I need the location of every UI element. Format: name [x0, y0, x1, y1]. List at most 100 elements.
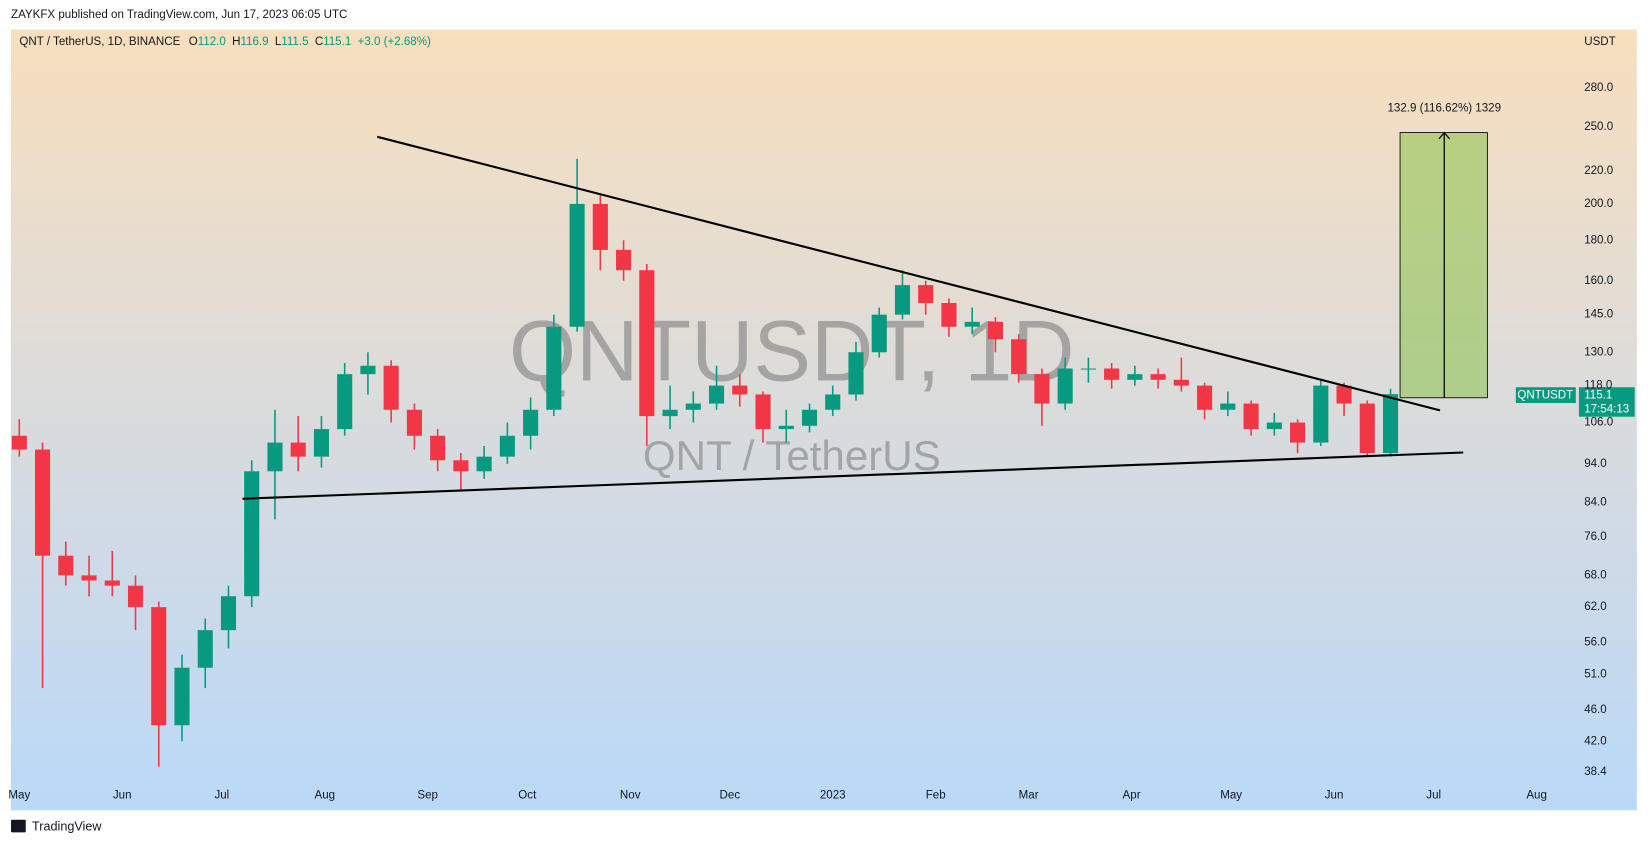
candle-body: [964, 321, 980, 327]
candle-body: [639, 270, 655, 417]
y-tick-label: 68.0: [1584, 569, 1607, 581]
trend-line: [242, 451, 1464, 500]
candle-body: [1266, 422, 1282, 430]
candle-body: [35, 449, 51, 556]
candle-body: [290, 442, 306, 457]
symbol-tag-text: QNTUSDT: [1517, 390, 1573, 402]
candle-body: [778, 425, 794, 430]
measure-label: 132.9 (116.62%) 1329: [1387, 102, 1501, 114]
candle-body: [1290, 422, 1306, 443]
candle-body: [104, 580, 120, 586]
candles: [11, 158, 1399, 767]
y-tick-label: 130.0: [1584, 346, 1613, 358]
candle-body: [1197, 385, 1213, 410]
x-tick-label: May: [1220, 790, 1242, 802]
candle-body: [941, 302, 957, 327]
candle-body: [360, 365, 376, 375]
candle-body: [81, 575, 97, 581]
x-tick-label: 2023: [820, 790, 846, 802]
candle-body: [313, 429, 330, 457]
y-tick-label: 280.0: [1584, 82, 1613, 94]
y-tick-label: 145.0: [1584, 309, 1613, 321]
y-tick-label: 118.0: [1584, 380, 1612, 392]
candle-body: [569, 203, 585, 327]
candle-body: [732, 385, 748, 395]
legend-line: QNT / TetherUS, 1D, BINANCE O112.0 H116.9 L…: [19, 36, 431, 48]
candle-body: [383, 365, 399, 410]
y-tick-label: 46.0: [1584, 704, 1607, 716]
candle-body: [1104, 368, 1120, 380]
y-tick-label: 38.4: [1584, 766, 1607, 778]
x-tick-label: Aug: [1526, 790, 1547, 802]
candle-body: [430, 435, 446, 461]
candle-body: [662, 409, 678, 417]
y-tick-label: 62.0: [1584, 601, 1607, 613]
candle-body: [1127, 374, 1143, 380]
candle-body: [523, 409, 539, 436]
x-tick-label: Jun: [1325, 790, 1344, 802]
y-tick-label: 180.0: [1584, 234, 1613, 246]
candle-body: [801, 409, 818, 426]
x-tick-label: Aug: [314, 790, 335, 802]
candle-body: [1359, 403, 1375, 454]
candle-body: [244, 471, 260, 597]
candle-body: [755, 394, 771, 430]
x-tick-label: May: [8, 790, 30, 802]
y-tick-label: 56.0: [1584, 636, 1607, 648]
y-tick-label: 250.0: [1584, 121, 1613, 133]
candle-body: [871, 314, 887, 353]
currency-label: USDT: [1584, 36, 1615, 48]
x-tick-label: Dec: [720, 790, 741, 802]
candle-body: [1243, 403, 1259, 430]
y-tick-label: 220.0: [1584, 165, 1613, 177]
x-tick-label: Oct: [518, 790, 537, 802]
candle-body: [1150, 374, 1166, 380]
x-tick-label: Jul: [1426, 790, 1441, 802]
x-tick-label: Apr: [1123, 790, 1141, 802]
price-tag-text: 115.1: [1584, 390, 1612, 402]
candle-body: [1220, 403, 1236, 410]
candle-body: [685, 403, 701, 410]
x-tick-label: Jun: [113, 790, 132, 802]
x-tick-label: Jul: [214, 790, 229, 802]
y-tick-label: 200.0: [1584, 198, 1613, 210]
candle-body: [197, 630, 213, 668]
candle-body: [1313, 385, 1329, 443]
y-tick-label: 51.0: [1584, 668, 1607, 680]
candle-body: [616, 249, 632, 271]
candle-body: [151, 607, 167, 726]
candle-body: [476, 456, 492, 472]
candle-body: [1173, 379, 1189, 386]
candle-body: [174, 667, 190, 726]
candle-body: [58, 555, 74, 576]
candle-body: [1057, 368, 1073, 404]
candle-body: [453, 460, 469, 472]
y-tick-label: 84.0: [1584, 497, 1607, 509]
watermark-sub: QNT / TetherUS: [643, 432, 941, 479]
candle-body: [1336, 385, 1352, 404]
candle-body: [220, 596, 237, 631]
trend-line: [376, 135, 1441, 412]
candle-body: [11, 435, 27, 450]
y-tick-label: 160.0: [1584, 275, 1613, 287]
candle-body: [1382, 394, 1399, 454]
candle-body: [894, 285, 911, 315]
candle-body: [592, 203, 608, 250]
footer-brand: TradingView: [32, 819, 102, 833]
logo: [11, 819, 26, 833]
candle-body: [708, 385, 725, 404]
candle-body: [337, 374, 353, 430]
candle-body: [825, 394, 841, 410]
price-tag: [1578, 387, 1635, 417]
candle-body: [406, 409, 422, 436]
watermark: QNTUSDT, 1D: [509, 304, 1075, 400]
candle-body: [1080, 368, 1096, 370]
y-tick-label: 42.0: [1584, 735, 1607, 747]
symbol-tag: [1515, 387, 1576, 404]
candle-body: [546, 326, 562, 410]
candle-body: [987, 321, 1003, 340]
y-tick-label: 76.0: [1584, 531, 1607, 543]
measure-arrow-head: [1438, 131, 1451, 140]
candle-body: [1034, 374, 1050, 404]
